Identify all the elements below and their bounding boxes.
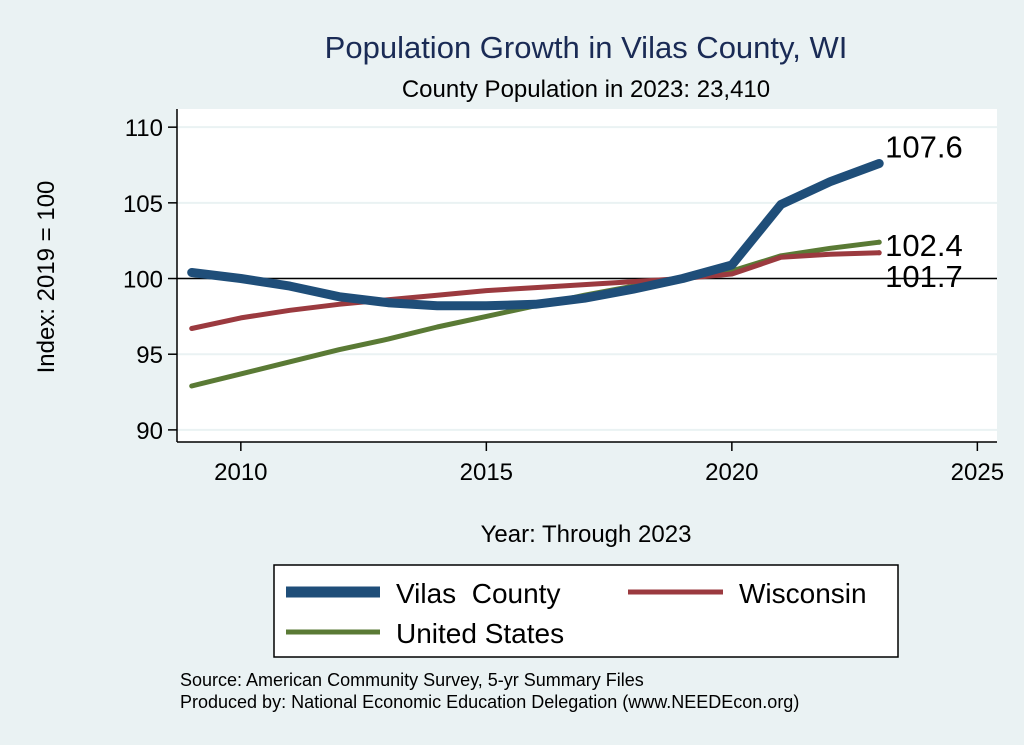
legend-label-united-states: United States xyxy=(396,618,564,649)
source-note: Source: American Community Survey, 5-yr … xyxy=(180,670,644,690)
chart-title: Population Growth in Vilas County, WI xyxy=(325,30,848,65)
plot-area xyxy=(177,109,997,442)
y-axis-title: Index: 2019 = 100 xyxy=(33,181,60,374)
legend-label-wisconsin: Wisconsin xyxy=(739,578,867,609)
x-axis-ticks: 2010 2015 2020 2025 xyxy=(214,442,1004,486)
legend-box xyxy=(273,564,899,658)
series-end-point-wisconsin xyxy=(876,250,882,256)
series-lines xyxy=(187,159,884,389)
end-label-wisconsin: 101.7 xyxy=(885,259,963,294)
end-label-united-states: 102.4 xyxy=(885,228,963,263)
y-axis-ticks: 90 95 100 105 110 xyxy=(123,115,177,445)
y-tick-label-110: 110 xyxy=(125,115,163,142)
x-tick-label-2010: 2010 xyxy=(214,459,267,486)
y-tick-label-100: 100 xyxy=(123,267,163,294)
x-tick-label-2020: 2020 xyxy=(705,459,758,486)
chart-subtitle: County Population in 2023: 23,410 xyxy=(402,76,770,103)
y-tick-label-95: 95 xyxy=(136,342,163,369)
series-end-point-vilas-county xyxy=(876,160,882,166)
x-axis-title: Year: Through 2023 xyxy=(481,521,692,548)
x-tick-label-2015: 2015 xyxy=(460,459,513,486)
x-tick-label-2025: 2025 xyxy=(951,459,1004,486)
end-label-vilas-county: 107.6 xyxy=(885,129,963,164)
producer-note: Produced by: National Economic Education… xyxy=(180,692,799,712)
y-tick-label-90: 90 xyxy=(136,418,163,445)
y-tick-label-105: 105 xyxy=(123,191,163,218)
legend-label-vilas-county: Vilas County xyxy=(396,578,560,609)
series-line-vilas-county xyxy=(187,159,884,311)
series-end-point-united-states xyxy=(876,239,882,245)
series-line-wisconsin xyxy=(189,250,882,331)
